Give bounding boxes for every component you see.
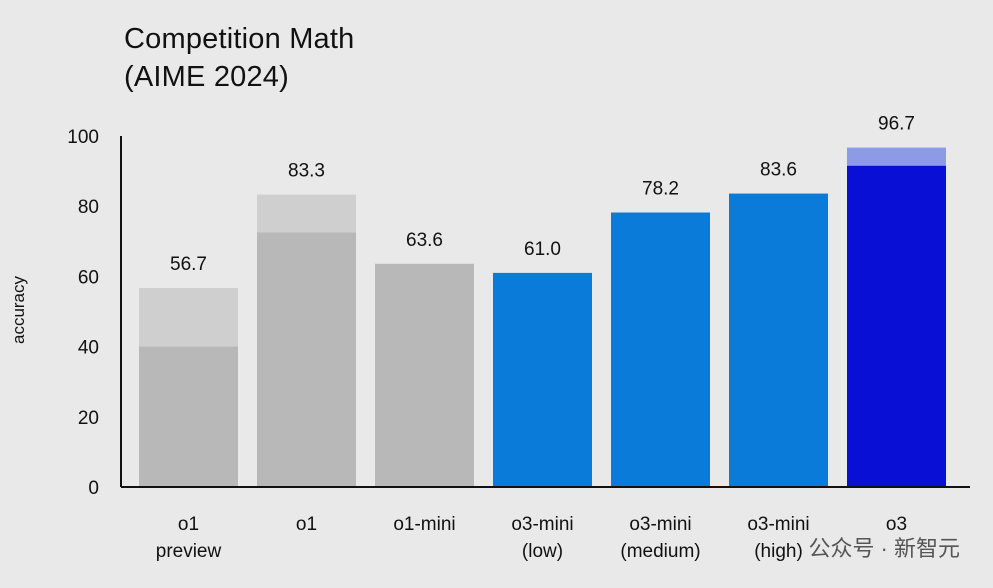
- bar-base: [139, 346, 238, 487]
- value-label: 96.7: [878, 114, 915, 135]
- y-tick-label: 80: [78, 197, 99, 218]
- bar-base: [257, 232, 356, 487]
- watermark-text: 公众号 · 新智元: [808, 536, 960, 561]
- x-tick-label: o3-mini: [629, 514, 691, 535]
- value-labels: 56.7 83.3 63.6 61.0 78.2 83.6 96.7: [170, 114, 915, 275]
- chart-title-block: Competition Math (AIME 2024): [124, 20, 354, 96]
- x-axis-labels: o1 preview o1 o1-mini o3-mini (low) o3-mini (me…: [121, 486, 970, 562]
- value-label: 56.7: [170, 254, 207, 275]
- x-tick-label: o1: [296, 514, 317, 535]
- y-tick-label: 0: [88, 478, 99, 499]
- bar: [493, 272, 592, 487]
- x-tick-label: o3-mini: [747, 514, 809, 535]
- value-label: 61.0: [524, 239, 561, 260]
- x-tick-label: (low): [522, 541, 563, 562]
- x-tick-label: (high): [754, 541, 803, 562]
- x-tick-label: o1: [178, 514, 199, 535]
- x-tick-label: o1-mini: [393, 514, 455, 535]
- chart-subtitle: (AIME 2024): [124, 61, 289, 93]
- value-label: 83.3: [288, 161, 325, 182]
- x-tick-label: o3: [886, 514, 907, 535]
- bar-base: [847, 165, 946, 487]
- bar: [375, 263, 474, 487]
- chart-title: Competition Math: [124, 23, 355, 55]
- y-axis-label: accuracy: [9, 275, 28, 344]
- value-label: 78.2: [642, 179, 679, 200]
- value-label: 83.6: [760, 160, 797, 181]
- y-axis: 0 20 40 60 80 100: [67, 127, 122, 499]
- x-tick-label: preview: [156, 541, 222, 562]
- bar: [611, 212, 710, 487]
- watermark: 公众号 · 新智元: [808, 536, 960, 561]
- x-tick-label: o3-mini: [511, 514, 573, 535]
- bar: [729, 193, 828, 487]
- y-tick-label: 40: [78, 338, 99, 359]
- y-tick-label: 20: [78, 408, 99, 429]
- value-label: 63.6: [406, 230, 443, 251]
- y-tick-label: 100: [67, 127, 99, 148]
- x-tick-label: (medium): [620, 541, 700, 562]
- y-tick-label: 60: [78, 267, 99, 288]
- bars: [139, 147, 946, 487]
